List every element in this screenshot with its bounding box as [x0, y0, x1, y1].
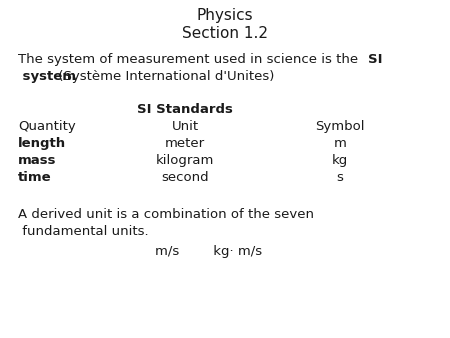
Text: A derived unit is a combination of the seven: A derived unit is a combination of the s…: [18, 208, 314, 221]
Text: system: system: [18, 70, 76, 83]
Text: . (Système International d'Unites): . (Système International d'Unites): [50, 70, 274, 83]
Text: Unit: Unit: [171, 120, 198, 133]
Text: Physics: Physics: [197, 8, 253, 23]
Text: mass: mass: [18, 154, 57, 167]
Text: SI Standards: SI Standards: [137, 103, 233, 116]
Text: Quantity: Quantity: [18, 120, 76, 133]
Text: length: length: [18, 137, 66, 150]
Text: Symbol: Symbol: [315, 120, 365, 133]
Text: meter: meter: [165, 137, 205, 150]
Text: The system of measurement used in science is the: The system of measurement used in scienc…: [18, 53, 362, 66]
Text: kg: kg: [332, 154, 348, 167]
Text: second: second: [161, 171, 209, 184]
Text: SI: SI: [368, 53, 382, 66]
Text: Section 1.2: Section 1.2: [182, 26, 268, 41]
Text: time: time: [18, 171, 52, 184]
Text: fundamental units.: fundamental units.: [18, 225, 149, 238]
Text: m: m: [333, 137, 346, 150]
Text: kilogram: kilogram: [156, 154, 214, 167]
Text: m/s        kg· m/s: m/s kg· m/s: [155, 245, 262, 258]
Text: s: s: [337, 171, 343, 184]
